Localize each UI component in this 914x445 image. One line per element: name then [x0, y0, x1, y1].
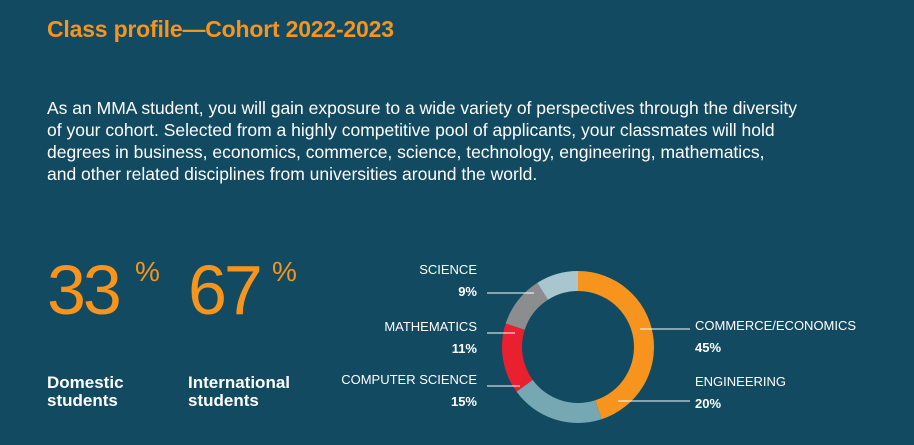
- domestic-label-line: students: [47, 391, 118, 410]
- donut-slice-science: [537, 271, 578, 300]
- intro-line: of your cohort. Selected from a highly c…: [47, 120, 775, 140]
- international-value: 67: [188, 251, 263, 329]
- domestic-unit: %: [135, 256, 160, 287]
- slice-label-name: COMPUTER SCIENCE: [341, 372, 477, 387]
- international-label-line: International: [188, 373, 291, 392]
- slice-label-value: 11%: [452, 341, 478, 356]
- domestic-label-line: Domestic: [47, 373, 124, 392]
- donut-slice-engineering: [516, 379, 602, 424]
- domestic-stat: 33 %: [47, 250, 160, 330]
- slice-label-value: 20%: [695, 396, 721, 411]
- domestic-value: 33: [47, 251, 122, 329]
- leader-lines: [487, 292, 690, 402]
- intro-line: As an MMA student, you will gain exposur…: [47, 98, 797, 118]
- page-title: Class profile—Cohort 2022-2023: [47, 16, 394, 42]
- intro-paragraph: As an MMA student, you will gain exposur…: [47, 97, 877, 185]
- slice-label-value: 45%: [695, 340, 721, 355]
- domestic-label: Domestic students: [47, 374, 124, 410]
- international-label-line: students: [188, 391, 259, 410]
- slice-label-value: 9%: [458, 284, 477, 299]
- international-stat: 67 %: [188, 250, 297, 330]
- slice-label-name: COMMERCE/ECONOMICS: [695, 318, 856, 333]
- intro-line: and other related disciplines from unive…: [47, 164, 538, 184]
- donut-slices: [502, 271, 655, 424]
- donut-slice-computer-science: [502, 323, 533, 392]
- slice-label-name: SCIENCE: [419, 262, 477, 277]
- donut-slice-commerce-economics: [578, 271, 655, 420]
- international-label: International students: [188, 374, 290, 410]
- slice-label-name: MATHEMATICS: [384, 319, 477, 334]
- international-unit: %: [272, 256, 297, 287]
- donut-slice-mathematics: [505, 282, 548, 330]
- slice-label-value: 15%: [451, 394, 477, 409]
- slice-labels: COMMERCE/ECONOMICS 45% ENGINEERING 20% COMPU…: [341, 262, 856, 411]
- slice-label-name: ENGINEERING: [695, 374, 786, 389]
- intro-line: degrees in business, economics, commerce…: [47, 142, 765, 162]
